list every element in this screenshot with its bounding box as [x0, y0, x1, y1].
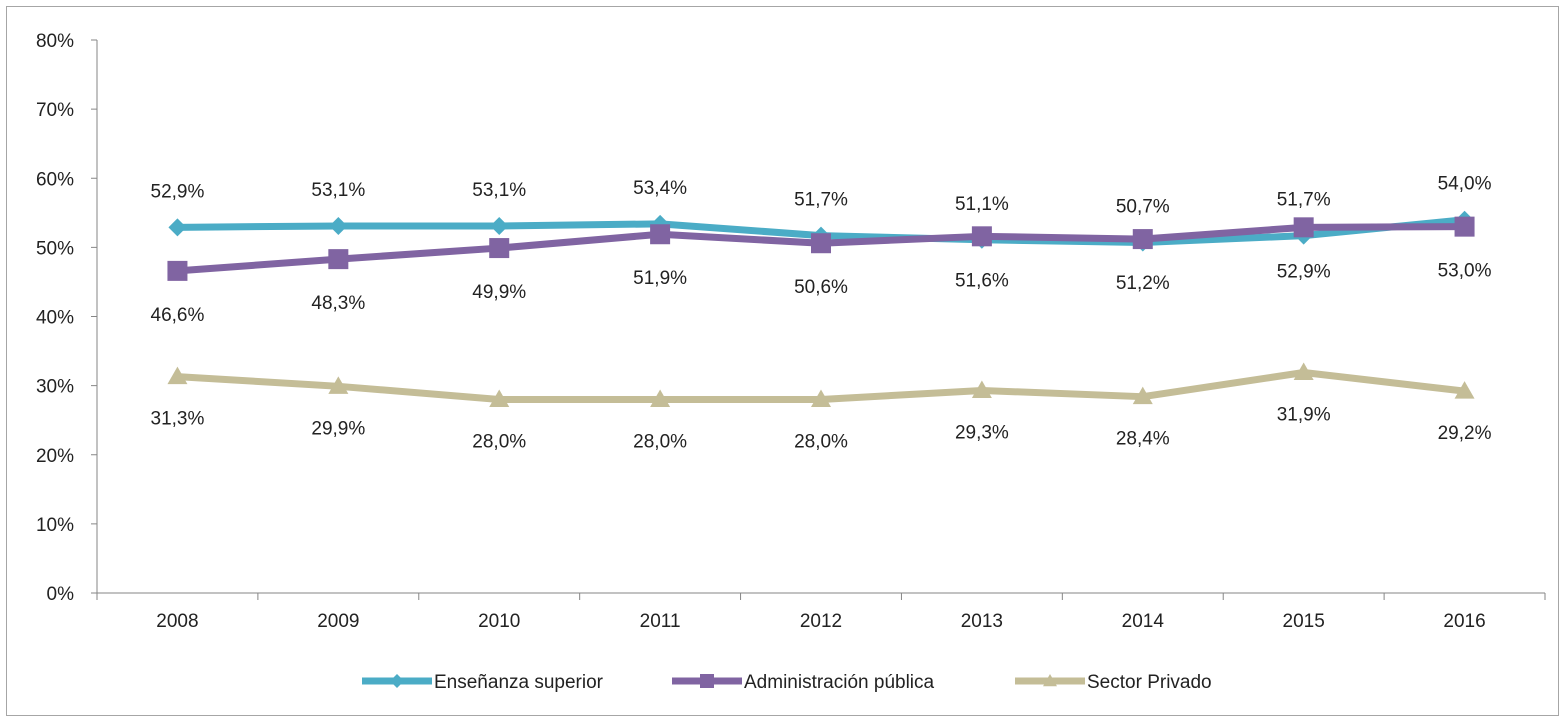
chart-frame: [6, 6, 1559, 716]
data-label: 31,9%: [1277, 404, 1331, 425]
data-label: 29,9%: [311, 418, 365, 439]
square-marker: [971, 226, 992, 247]
x-tick-label: 2008: [156, 611, 198, 632]
diamond-marker: [329, 216, 348, 235]
y-tick-label: 0%: [47, 584, 75, 605]
legend-label: Enseñanza superior: [434, 672, 604, 693]
square-marker: [650, 224, 671, 245]
y-tick-label: 60%: [36, 169, 74, 190]
square-marker: [1293, 217, 1314, 238]
triangle-marker: [1293, 362, 1314, 380]
data-label: 46,6%: [151, 305, 205, 326]
series-2: [167, 362, 1475, 407]
data-label: 53,4%: [633, 178, 687, 199]
y-tick-label: 30%: [36, 377, 74, 398]
y-tick-label: 70%: [36, 100, 74, 121]
data-label: 49,9%: [472, 282, 526, 303]
triangle-marker: [971, 380, 992, 398]
data-label: 53,0%: [1438, 261, 1492, 282]
data-label: 28,4%: [1116, 429, 1170, 450]
square-marker: [328, 249, 349, 270]
data-label: 52,9%: [1277, 261, 1331, 282]
legend: Enseñanza superior Administración pública…: [362, 672, 1212, 693]
data-label: 51,1%: [955, 194, 1009, 215]
legend-item: Administración pública: [672, 672, 935, 693]
data-label: 51,7%: [1277, 190, 1331, 211]
square-marker: [1132, 229, 1153, 250]
data-label: 29,3%: [955, 422, 1009, 443]
diamond-marker: [490, 216, 509, 235]
x-tick-label: 2012: [800, 611, 842, 632]
triangle-marker: [1132, 386, 1153, 405]
data-label: 31,3%: [151, 409, 205, 430]
data-label: 54,0%: [1438, 174, 1492, 195]
legend-item: Sector Privado: [1015, 672, 1212, 693]
legend-label: Administración pública: [744, 672, 935, 693]
data-label: 29,2%: [1438, 423, 1492, 444]
series-1: [167, 216, 1475, 281]
diamond-marker: [168, 218, 187, 237]
triangle-marker: [328, 376, 349, 394]
data-label: 28,0%: [633, 431, 687, 452]
data-label: 28,0%: [472, 431, 526, 452]
triangle-marker: [650, 389, 671, 407]
x-tick-label: 2009: [317, 611, 359, 632]
square-marker: [489, 238, 510, 259]
data-label: 51,9%: [633, 268, 687, 289]
triangle-marker: [811, 389, 831, 407]
y-tick-label: 50%: [36, 238, 74, 259]
square-marker: [167, 260, 188, 281]
x-tick-label: 2013: [961, 611, 1003, 632]
x-tick-label: 2011: [640, 611, 681, 632]
data-label: 52,9%: [151, 181, 205, 202]
data-label: 53,1%: [472, 180, 526, 201]
y-tick-label: 10%: [36, 515, 74, 536]
data-label: 48,3%: [311, 293, 365, 314]
x-tick-label: 2016: [1443, 611, 1485, 632]
triangle-marker: [1043, 674, 1057, 687]
data-label: 50,7%: [1116, 197, 1170, 218]
y-tick-label: 80%: [36, 31, 74, 52]
y-tick-label: 20%: [36, 446, 74, 467]
data-labels-group: 52,9% 53,1% 53,1% 53,4% 51,7% 51,1% 50,7% 51,7%…: [151, 174, 1492, 453]
series-group: [167, 210, 1475, 407]
diamond-marker: [390, 674, 404, 688]
data-label: 51,6%: [955, 270, 1009, 291]
data-label: 51,2%: [1116, 273, 1170, 294]
triangle-marker: [489, 389, 510, 407]
legend-label: Sector Privado: [1087, 672, 1212, 693]
legend-item: Enseñanza superior: [362, 672, 604, 693]
x-tick-label: 2010: [478, 611, 520, 632]
data-label: 51,7%: [794, 190, 848, 211]
x-tick-label: 2014: [1122, 611, 1165, 632]
axes-group: 0% 10% 20% 30% 40% 50% 60% 70% 80% 2008 2009 2010 20…: [36, 31, 1546, 632]
triangle-marker: [167, 366, 188, 385]
data-label: 50,6%: [794, 277, 848, 298]
square-marker: [1454, 216, 1475, 237]
x-tick-label: 2015: [1283, 611, 1325, 632]
triangle-marker: [1454, 381, 1475, 399]
data-label: 53,1%: [311, 180, 365, 201]
square-marker: [700, 674, 714, 688]
square-marker: [811, 233, 831, 254]
y-tick-label: 40%: [36, 308, 74, 329]
data-label: 28,0%: [794, 431, 848, 452]
